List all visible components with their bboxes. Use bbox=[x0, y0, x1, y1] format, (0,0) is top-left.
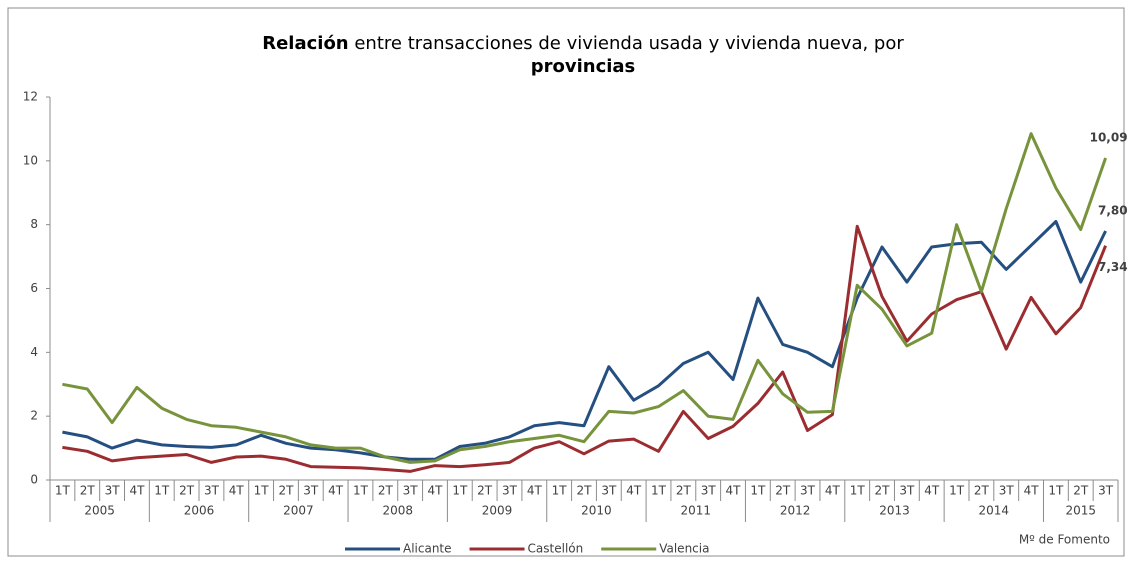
year-label: 2010 bbox=[581, 504, 612, 518]
x-tick-label: 3T bbox=[800, 484, 816, 498]
x-tick-label: 4T bbox=[129, 484, 145, 498]
series-line bbox=[62, 220, 1107, 461]
x-tick-label: 1T bbox=[254, 484, 270, 498]
x-tick-label: 3T bbox=[899, 484, 915, 498]
x-tick-label: 1T bbox=[651, 484, 667, 498]
y-tick-label: 8 bbox=[30, 217, 38, 231]
chart-title: Relación entre transacciones de vivienda… bbox=[262, 33, 904, 54]
x-tick-label: 2T bbox=[278, 484, 294, 498]
x-tick-label: 1T bbox=[949, 484, 965, 498]
data-label: 10,09 bbox=[1090, 130, 1128, 144]
source-note: Mº de Fomento bbox=[1019, 533, 1110, 547]
x-tick-label: 4T bbox=[1024, 484, 1040, 498]
series-line bbox=[62, 132, 1108, 464]
data-label: 7,34 bbox=[1098, 260, 1128, 274]
x-tick-label: 4T bbox=[924, 484, 940, 498]
x-tick-label: 2T bbox=[477, 484, 493, 498]
x-tick-label: 3T bbox=[502, 484, 518, 498]
legend-label: Valencia bbox=[659, 542, 709, 556]
year-label: 2006 bbox=[184, 504, 215, 518]
y-tick-label: 12 bbox=[23, 90, 38, 104]
year-label: 2008 bbox=[382, 504, 413, 518]
y-tick-label: 0 bbox=[30, 473, 38, 487]
x-tick-label: 4T bbox=[825, 484, 841, 498]
x-tick-label: 1T bbox=[452, 484, 468, 498]
x-tick-label: 3T bbox=[601, 484, 617, 498]
x-tick-label: 3T bbox=[204, 484, 220, 498]
x-tick-label: 3T bbox=[701, 484, 717, 498]
year-label: 2013 bbox=[879, 504, 910, 518]
y-tick-label: 10 bbox=[23, 153, 38, 167]
x-tick-label: 1T bbox=[154, 484, 170, 498]
x-tick-label: 4T bbox=[626, 484, 642, 498]
legend-label: Alicante bbox=[403, 542, 452, 556]
year-label: 2012 bbox=[780, 504, 811, 518]
x-tick-label: 1T bbox=[1048, 484, 1064, 498]
x-tick-label: 4T bbox=[527, 484, 543, 498]
data-label: 7,80 bbox=[1098, 204, 1128, 218]
x-tick-label: 2T bbox=[80, 484, 96, 498]
x-tick-label: 3T bbox=[999, 484, 1015, 498]
x-tick-label: 2T bbox=[1073, 484, 1089, 498]
x-tick-label: 4T bbox=[726, 484, 742, 498]
x-tick-label: 4T bbox=[427, 484, 443, 498]
title-part: entre transacciones de vivienda usada y … bbox=[349, 33, 905, 54]
series-line bbox=[62, 224, 1107, 473]
x-tick-label: 3T bbox=[1098, 484, 1114, 498]
x-tick-label: 3T bbox=[403, 484, 419, 498]
year-label: 2015 bbox=[1065, 504, 1096, 518]
x-tick-label: 1T bbox=[353, 484, 369, 498]
year-label: 2005 bbox=[84, 504, 115, 518]
y-tick-label: 6 bbox=[30, 281, 38, 295]
x-tick-label: 1T bbox=[55, 484, 71, 498]
x-tick-label: 2T bbox=[775, 484, 791, 498]
year-label: 2014 bbox=[979, 504, 1010, 518]
x-tick-label: 2T bbox=[974, 484, 990, 498]
x-tick-label: 1T bbox=[552, 484, 568, 498]
x-tick-label: 2T bbox=[875, 484, 891, 498]
chart-frame bbox=[7, 7, 1125, 557]
x-tick-label: 2T bbox=[676, 484, 692, 498]
year-label: 2011 bbox=[680, 504, 711, 518]
legend-label: Castellón bbox=[528, 542, 584, 556]
year-label: 2009 bbox=[482, 504, 513, 518]
x-tick-label: 2T bbox=[378, 484, 394, 498]
chart-title: provincias bbox=[531, 56, 636, 77]
x-tick-label: 2T bbox=[179, 484, 195, 498]
x-tick-label: 2T bbox=[577, 484, 593, 498]
x-tick-label: 4T bbox=[328, 484, 344, 498]
x-tick-label: 3T bbox=[303, 484, 319, 498]
y-tick-label: 4 bbox=[30, 345, 38, 359]
y-tick-label: 2 bbox=[30, 409, 38, 423]
x-tick-label: 4T bbox=[229, 484, 245, 498]
title-part: Relación bbox=[262, 33, 348, 54]
x-tick-label: 1T bbox=[850, 484, 866, 498]
x-tick-label: 1T bbox=[750, 484, 766, 498]
year-label: 2007 bbox=[283, 504, 314, 518]
x-tick-label: 3T bbox=[105, 484, 121, 498]
